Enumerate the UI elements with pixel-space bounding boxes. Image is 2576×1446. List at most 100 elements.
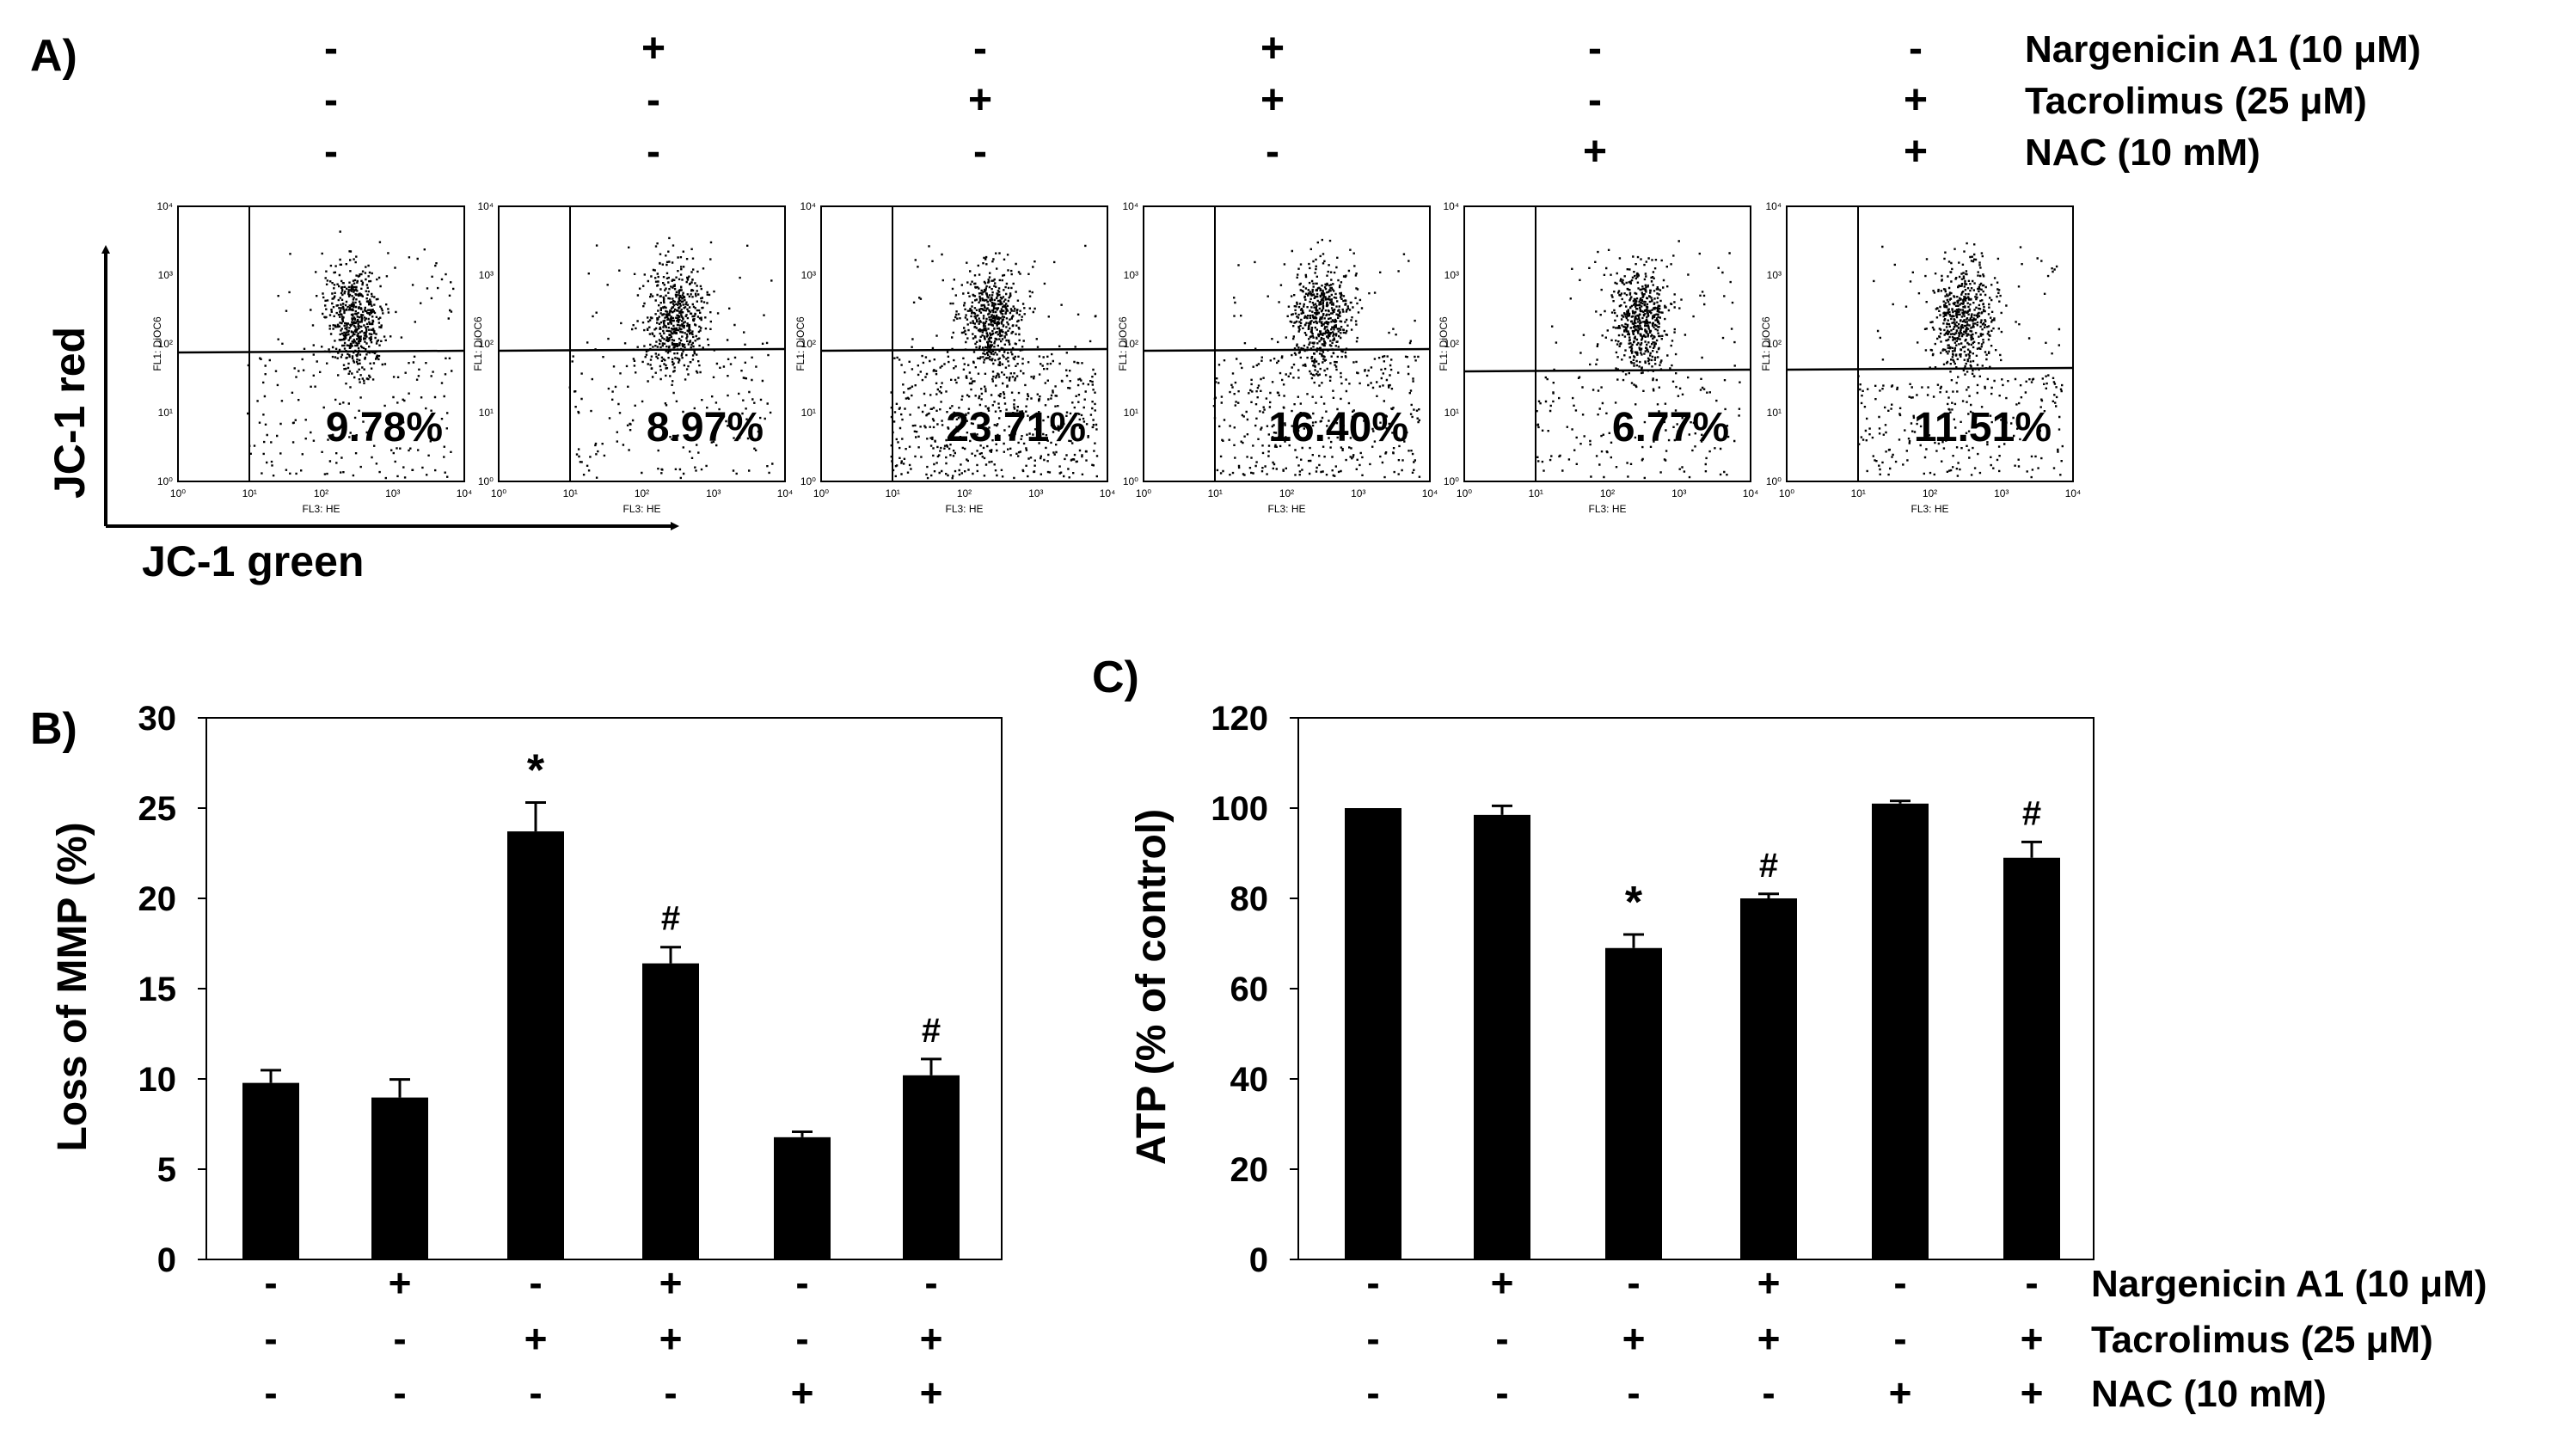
treatment-sign: - bbox=[924, 1260, 937, 1305]
significance-marker: * bbox=[1625, 878, 1643, 928]
panel-c-chart: C) ATP (% of control) 0 20 40 60 80 100 120 * #… bbox=[1092, 653, 2487, 1415]
flow-plot-events bbox=[890, 244, 1099, 480]
bar bbox=[507, 831, 564, 1259]
treatment-sign: - bbox=[1588, 77, 1602, 123]
y-tick-label: 20 bbox=[1230, 1151, 1269, 1189]
jc1-red-label: JC-1 red bbox=[46, 327, 94, 499]
flow-x-tick-label: 10⁰ bbox=[491, 487, 506, 499]
treatment-sign: - bbox=[2025, 1260, 2038, 1305]
flow-percentage-label: 11.51% bbox=[1914, 405, 2052, 450]
flow-x-tick-label: 10¹ bbox=[1529, 487, 1543, 499]
flow-y-tick-label: 10⁴ bbox=[800, 200, 816, 212]
treatment-sign: + bbox=[2021, 1316, 2044, 1361]
flow-x-tick-label: 10² bbox=[1923, 487, 1937, 499]
treatment-sign: - bbox=[1762, 1370, 1775, 1415]
flow-x-tick-label: 10³ bbox=[706, 487, 721, 499]
flow-y-axis-label: FL1: DiOC6 bbox=[1117, 316, 1129, 371]
flow-y-tick-label: 10⁴ bbox=[1122, 200, 1138, 212]
treatment-sign: - bbox=[1627, 1260, 1640, 1305]
treatment-sign: - bbox=[1366, 1260, 1379, 1305]
flow-x-tick-label: 10⁴ bbox=[1422, 487, 1438, 499]
flow-percentage-label: 9.78% bbox=[326, 405, 443, 450]
treatment-sign: - bbox=[1366, 1370, 1379, 1415]
bar bbox=[1605, 947, 1662, 1259]
flow-y-tick-label: 10¹ bbox=[801, 407, 816, 419]
bar bbox=[1872, 803, 1929, 1259]
panel-b-bars: * # # bbox=[242, 745, 960, 1259]
flow-x-tick-label: 10⁰ bbox=[1136, 487, 1151, 499]
treatment-sign: - bbox=[264, 1370, 277, 1415]
significance-marker: # bbox=[2022, 794, 2041, 832]
treatment-sign: - bbox=[664, 1370, 677, 1415]
flow-x-tick-label: 10⁰ bbox=[1457, 487, 1472, 499]
treatment-sign: + bbox=[2021, 1370, 2044, 1415]
bar bbox=[1474, 814, 1530, 1259]
flow-y-axis-label: FL1: DiOC6 bbox=[472, 316, 484, 371]
quadrant-horizontal-line bbox=[1786, 366, 2074, 371]
treatment-sign: + bbox=[1622, 1316, 1646, 1361]
flow-x-tick-label: 10¹ bbox=[242, 487, 257, 499]
panel-b-chart: B) Loss of MMP (%) 0 5 10 15 20 25 30 * # # - + - +… bbox=[30, 700, 1003, 1415]
treatment-sign: + bbox=[791, 1370, 814, 1415]
flow-x-axis-label: FL3: HE bbox=[302, 503, 340, 515]
treatment-name-nac: NAC (10 mM) bbox=[2025, 132, 2260, 174]
flow-y-tick-label: 10¹ bbox=[158, 407, 173, 419]
treatment-sign: - bbox=[529, 1370, 542, 1415]
flow-plot-frame bbox=[820, 205, 1108, 482]
flow-y-tick-label: 10¹ bbox=[1124, 407, 1138, 419]
flow-x-tick-label: 10⁴ bbox=[777, 487, 794, 499]
quadrant-horizontal-line bbox=[177, 349, 465, 354]
treatment-sign: + bbox=[524, 1316, 548, 1361]
panel-b-y-ticks: 0 5 10 15 20 25 30 bbox=[138, 700, 206, 1279]
flow-x-tick-label: 10⁴ bbox=[457, 487, 473, 499]
bar bbox=[1345, 808, 1401, 1259]
panel-c-plot-frame bbox=[1297, 717, 2095, 1260]
treatment-sign: - bbox=[1893, 1316, 1906, 1361]
flow-x-tick-label: 10⁴ bbox=[1743, 487, 1759, 499]
flow-y-tick-label: 10⁰ bbox=[1444, 475, 1459, 487]
bar bbox=[642, 963, 699, 1259]
quadrant-horizontal-line bbox=[820, 347, 1108, 352]
significance-marker: # bbox=[922, 1012, 941, 1050]
treatment-name: Nargenicin A1 (10 μM) bbox=[2091, 1263, 2487, 1305]
treatment-sign: - bbox=[393, 1316, 406, 1361]
panel-c-treatment-table: - + - + - - Nargenicin A1 (10 μM) - - + + - + Tacroli… bbox=[1366, 1260, 2487, 1415]
flow-x-tick-label: 10¹ bbox=[1208, 487, 1223, 499]
panel-b-treatment-table: - + - + - - - - + + - + - - - - + + bbox=[264, 1260, 942, 1415]
flow-x-tick-label: 10² bbox=[635, 487, 649, 499]
significance-marker: * bbox=[527, 745, 545, 795]
y-tick-label: 20 bbox=[138, 880, 177, 918]
treatment-sign: - bbox=[264, 1260, 277, 1305]
flow-percentage-label: 6.77% bbox=[1612, 405, 1729, 450]
treatment-sign: + bbox=[659, 1316, 683, 1361]
treatment-sign: - bbox=[1893, 1260, 1906, 1305]
flow-y-tick-label: 10² bbox=[1767, 338, 1782, 350]
treatment-sign: - bbox=[324, 77, 338, 123]
flow-x-axis-label: FL3: HE bbox=[945, 503, 983, 515]
flow-y-tick-label: 10² bbox=[1124, 338, 1138, 350]
flow-y-tick-label: 10³ bbox=[1767, 269, 1782, 281]
flow-y-axis-label: FL1: DiOC6 bbox=[794, 316, 807, 371]
flow-x-tick-label: 10⁰ bbox=[170, 487, 186, 499]
panel-c-y-ticks: 0 20 40 60 80 100 120 bbox=[1211, 700, 1298, 1279]
treatment-name-tacrolimus: Tacrolimus (25 μM) bbox=[2025, 80, 2367, 122]
significance-marker: # bbox=[661, 900, 680, 938]
treatment-sign: + bbox=[1904, 129, 1928, 175]
panel-b-label: B) bbox=[30, 704, 77, 754]
flow-y-tick-label: 10⁴ bbox=[156, 200, 173, 212]
treatment-sign: - bbox=[1627, 1370, 1640, 1415]
flow-plot-events bbox=[1536, 240, 1741, 480]
treatment-sign: + bbox=[968, 77, 992, 123]
flow-y-axis-label: FL1: DiOC6 bbox=[151, 316, 163, 371]
flow-y-tick-label: 10³ bbox=[1444, 269, 1459, 281]
flow-x-tick-label: 10² bbox=[1279, 487, 1294, 499]
flow-y-tick-label: 10¹ bbox=[1767, 407, 1782, 419]
flow-x-tick-label: 10¹ bbox=[886, 487, 900, 499]
flow-percentage-label: 8.97% bbox=[647, 405, 764, 450]
flow-y-tick-label: 10² bbox=[158, 338, 173, 350]
